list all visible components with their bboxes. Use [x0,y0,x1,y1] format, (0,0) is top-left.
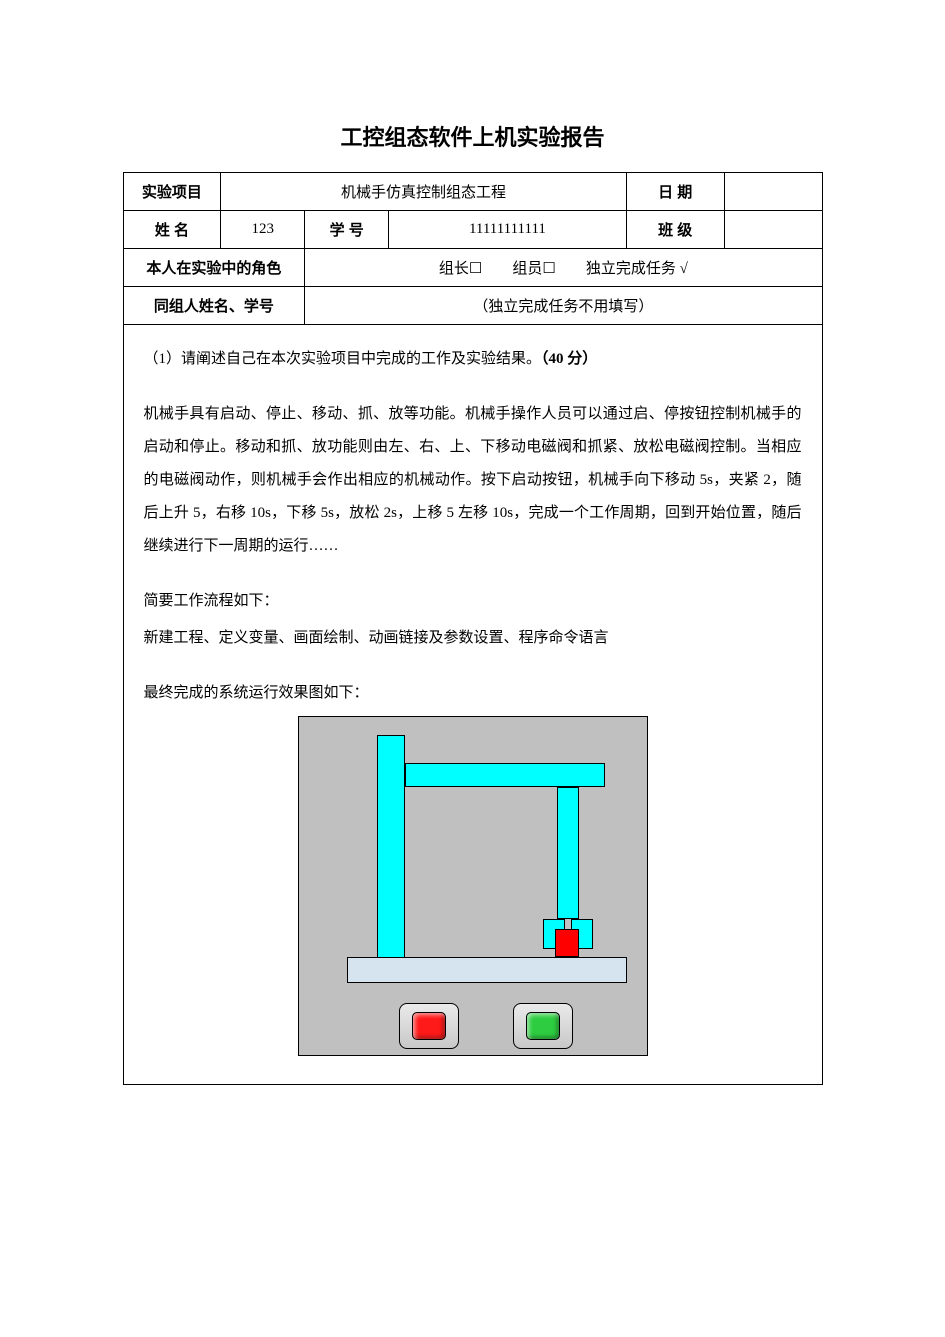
flow-text: 新建工程、定义变量、画面绘制、动画链接及参数设置、程序命令语言 [144,622,802,655]
arm-vertical-rod [557,787,579,919]
flow-label: 简要工作流程如下： [144,585,802,618]
label-date: 日 期 [626,173,724,211]
value-name: 123 [221,211,305,249]
info-table: 实验项目 机械手仿真控制组态工程 日 期 姓 名 123 学 号 1111111… [123,172,823,325]
question-1: （1）请阐述自己在本次实验项目中完成的工作及实验结果。（40 分） [144,343,802,376]
start-button-inner [526,1012,560,1040]
arm-vertical-column [377,735,405,965]
report-title: 工控组态软件上机实验报告 [123,120,823,152]
label-partners: 同组人姓名、学号 [123,287,305,325]
stop-button-inner [412,1012,446,1040]
role-opt-solo: 独立完成任务 √ [586,257,688,278]
value-sid: 11111111111 [389,211,627,249]
payload-block [555,929,579,957]
value-class [724,211,822,249]
label-project: 实验项目 [123,173,221,211]
paragraph-description: 机械手具有启动、停止、移动、抓、放等功能。机械手操作人员可以通过启、停按钮控制机… [144,398,802,563]
platform-base [347,957,627,983]
question-1-text: （1）请阐述自己在本次实验项目中完成的工作及实验结果。 [144,351,542,367]
result-diagram [298,716,648,1056]
value-project: 机械手仿真控制组态工程 [221,173,626,211]
stop-button[interactable] [399,1003,459,1049]
label-sid: 学 号 [305,211,389,249]
start-button[interactable] [513,1003,573,1049]
result-label: 最终完成的系统运行效果图如下： [144,677,802,710]
arm-horizontal-beam [405,763,605,787]
question-1-score: （40 分） [541,351,597,367]
label-name: 姓 名 [123,211,221,249]
value-date [724,173,822,211]
role-opt-member: 组员☐ [512,257,555,278]
content-box: （1）请阐述自己在本次实验项目中完成的工作及实验结果。（40 分） 机械手具有启… [123,325,823,1085]
label-class: 班 级 [626,211,724,249]
value-role: 组长☐ 组员☐ 独立完成任务 √ [305,249,822,287]
value-partners: （独立完成任务不用填写） [305,287,822,325]
role-opt-leader: 组长☐ [439,257,482,278]
label-role: 本人在实验中的角色 [123,249,305,287]
